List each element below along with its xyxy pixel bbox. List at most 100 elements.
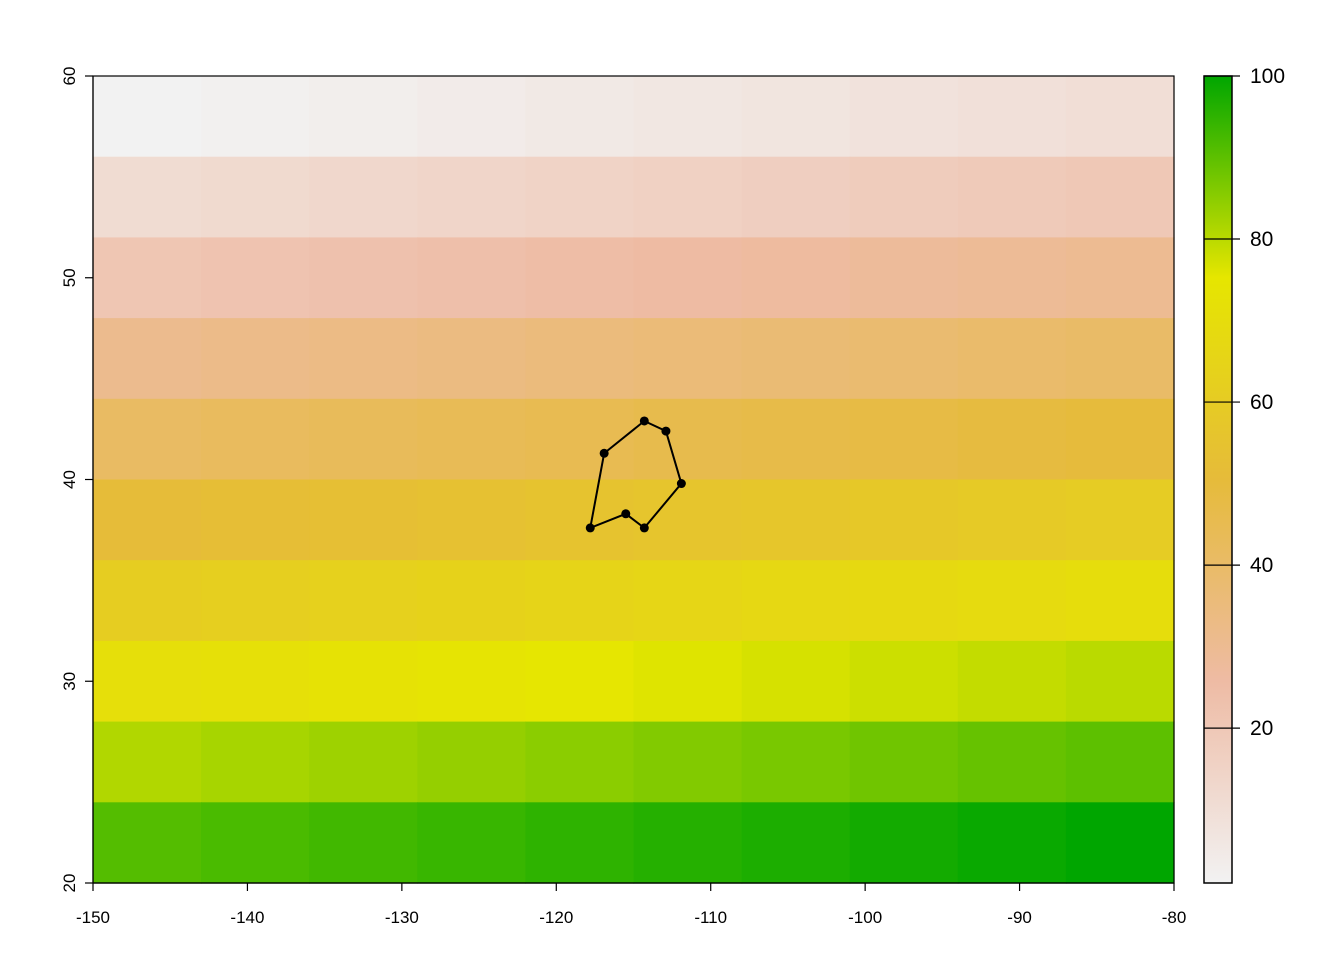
raster-cell	[957, 318, 1067, 400]
raster-cell	[957, 640, 1067, 723]
raster-cell	[525, 560, 635, 642]
raster-cell	[525, 479, 635, 561]
raster-cell	[849, 398, 959, 481]
raster-cell	[741, 560, 851, 642]
raster-cell	[309, 237, 418, 319]
raster-cell	[525, 76, 635, 158]
polygon-vertex	[599, 448, 609, 458]
raster-cell	[525, 237, 635, 319]
colorbar-tick-label: 100	[1250, 65, 1285, 88]
raster-cell	[309, 802, 418, 884]
raster-cell	[201, 318, 310, 400]
raster-cell	[741, 802, 851, 884]
raster-cell	[93, 237, 202, 319]
raster-cell	[1065, 156, 1175, 238]
colorbar-legend: 20 40 60 80 100	[1203, 65, 1285, 884]
raster-cell	[957, 721, 1067, 803]
raster-cell	[417, 560, 526, 642]
raster-cell	[201, 640, 310, 723]
raster-cell	[201, 479, 310, 561]
raster-cell	[309, 640, 418, 723]
polygon-vertex	[661, 426, 671, 436]
raster-cell	[633, 76, 743, 158]
x-tick-label: -140	[230, 908, 264, 927]
raster-cell	[957, 802, 1067, 884]
raster-cell	[201, 156, 310, 238]
raster-cell	[309, 398, 418, 481]
raster-cells	[93, 76, 1175, 884]
polygon-vertex	[676, 479, 686, 489]
raster-cell	[741, 76, 851, 158]
raster-cell	[93, 156, 202, 238]
y-tick-label: 60	[60, 67, 79, 86]
polygon-vertex	[585, 523, 595, 533]
raster-cell	[201, 802, 310, 884]
raster-cell	[201, 76, 310, 158]
raster-cell	[309, 479, 418, 561]
colorbar-tick-label: 60	[1250, 391, 1273, 414]
raster-cell	[849, 318, 959, 400]
raster-cell	[633, 721, 743, 803]
raster-cell	[957, 156, 1067, 238]
raster-cell	[201, 237, 310, 319]
raster-cell	[417, 318, 526, 400]
raster-cell	[741, 237, 851, 319]
polygon-layer	[585, 416, 686, 533]
raster-cell	[93, 318, 202, 400]
raster-cell	[525, 156, 635, 238]
raster-cell	[309, 721, 418, 803]
raster-cell	[309, 560, 418, 642]
raster-cell	[93, 76, 202, 158]
raster-cell	[849, 560, 959, 642]
raster-cell	[957, 479, 1067, 561]
raster-cell	[201, 398, 310, 481]
raster-cell	[849, 156, 959, 238]
raster-cell	[417, 721, 526, 803]
raster-cell	[1065, 76, 1175, 158]
x-axis: -150 -140 -130 -120 -110 -100 -90 -80	[76, 882, 1187, 927]
raster-cell	[849, 479, 959, 561]
raster-cell	[1065, 802, 1175, 884]
raster-cell	[525, 640, 635, 723]
raster-cell	[525, 398, 635, 481]
raster-cell	[1065, 721, 1175, 803]
x-tick-label: -120	[539, 908, 573, 927]
raster-cell	[849, 802, 959, 884]
x-tick-label: -150	[76, 908, 110, 927]
raster-cell	[741, 398, 851, 481]
y-tick-label: 50	[60, 268, 79, 287]
x-tick-label: -110	[694, 908, 727, 927]
raster-cell	[417, 479, 526, 561]
raster-cell	[957, 237, 1067, 319]
raster-cell	[309, 76, 418, 158]
colorbar-tick-label: 20	[1250, 717, 1273, 740]
raster-cell	[417, 237, 526, 319]
raster-cell	[633, 237, 743, 319]
raster-cell	[417, 156, 526, 238]
raster-cell	[633, 560, 743, 642]
raster-cell	[633, 802, 743, 884]
raster-cell	[1065, 640, 1175, 723]
raster-cell	[417, 398, 526, 481]
raster-cell	[849, 76, 959, 158]
raster-cell	[741, 640, 851, 723]
raster-cell	[93, 398, 202, 481]
raster-cell	[201, 560, 310, 642]
x-tick-label: -80	[1162, 908, 1187, 927]
raster-cell	[849, 640, 959, 723]
raster-cell	[93, 802, 202, 884]
raster-cell	[741, 156, 851, 238]
raster-cell	[849, 721, 959, 803]
y-tick-label: 40	[60, 470, 79, 489]
raster-cell	[525, 721, 635, 803]
raster-cell	[633, 640, 743, 723]
raster-cell	[741, 318, 851, 400]
raster-cell	[93, 640, 202, 723]
raster-cell	[1065, 398, 1175, 481]
raster-cell	[309, 318, 418, 400]
y-tick-label: 20	[60, 874, 79, 893]
raster-cell	[741, 721, 851, 803]
x-tick-label: -90	[1007, 908, 1032, 927]
y-tick-label: 30	[60, 672, 79, 691]
